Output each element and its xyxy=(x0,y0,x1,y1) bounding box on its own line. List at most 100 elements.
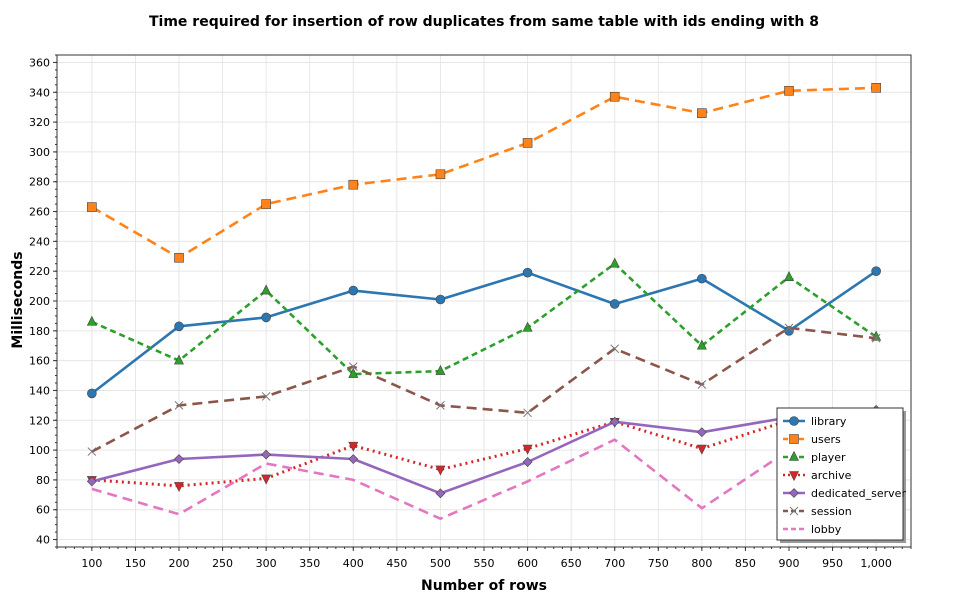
x-marker-stroke xyxy=(348,362,358,371)
legend-marker xyxy=(789,471,799,482)
data-point-player xyxy=(784,270,794,281)
x-tick-label: 600 xyxy=(517,557,538,570)
legend-item-session: session xyxy=(783,505,852,518)
y-tick-label: 80 xyxy=(36,474,50,487)
data-point-dedicated-server xyxy=(86,476,97,487)
x-tick-label: 500 xyxy=(430,557,451,570)
legend-item-users: users xyxy=(783,433,841,446)
x-tick-label: 150 xyxy=(125,557,146,570)
data-point-dedicated-server xyxy=(348,454,359,464)
x-axis-label: Number of rows xyxy=(421,578,547,594)
x-tick-label: 450 xyxy=(386,557,407,570)
y-tick-label: 200 xyxy=(29,295,50,308)
series-lobby xyxy=(91,423,877,521)
legend-label: archive xyxy=(811,469,852,482)
x-tick-label: 350 xyxy=(299,557,320,570)
legend-item-dedicated-server: dedicated_server xyxy=(783,487,906,500)
x-tick-label: 800 xyxy=(691,557,712,570)
grid-lines xyxy=(57,55,911,547)
x-marker-stroke xyxy=(174,401,184,410)
data-point-session xyxy=(784,323,794,333)
axes: 40 60 80 100 120 140 160 180 200 220 240 260 280 300 3… xyxy=(29,54,912,570)
data-point-dedicated-server xyxy=(609,416,620,427)
x-marker-stroke xyxy=(697,380,707,389)
x-marker-stroke xyxy=(436,401,445,410)
y-tick-label: 280 xyxy=(29,176,50,189)
y-axis-label: Milliseconds xyxy=(10,251,26,348)
data-point-users xyxy=(697,108,707,118)
series-users xyxy=(87,83,881,263)
x-marker-stroke xyxy=(261,392,271,401)
series-line-dedicated-server xyxy=(91,408,877,495)
data-point-archive xyxy=(696,444,707,455)
series-line-player xyxy=(91,262,877,376)
data-point-users xyxy=(609,91,620,102)
data-point-library xyxy=(261,312,271,323)
x-tick-label: 750 xyxy=(648,557,669,570)
data-point-users xyxy=(261,199,271,209)
y-tick-label: 320 xyxy=(29,116,50,129)
data-point-archive xyxy=(435,465,446,476)
data-point-player xyxy=(174,354,184,365)
data-point-library xyxy=(609,299,620,309)
data-point-archive xyxy=(174,482,184,493)
data-point-dedicated-server xyxy=(435,488,446,499)
data-point-player xyxy=(348,367,359,378)
x-tick-label: 100 xyxy=(81,557,102,570)
data-point-session xyxy=(348,362,358,371)
y-tick-label: 40 xyxy=(36,534,50,547)
x-marker-stroke xyxy=(784,323,794,333)
series-line-session xyxy=(91,326,877,453)
data-point-dedicated-server xyxy=(174,454,184,464)
data-point-session xyxy=(523,408,532,418)
data-point-users xyxy=(871,83,881,93)
data-point-library xyxy=(435,294,446,305)
x-tick-label: 200 xyxy=(169,557,190,570)
y-tick-label: 180 xyxy=(29,325,50,338)
data-point-archive xyxy=(522,444,533,455)
data-point-library xyxy=(871,266,881,276)
data-point-archive xyxy=(348,441,359,452)
chart-title: Time required for insertion of row dupli… xyxy=(149,14,819,30)
series-line-archive xyxy=(91,415,877,488)
legend-label: users xyxy=(811,433,841,446)
data-point-session xyxy=(436,401,445,410)
data-point-player xyxy=(261,284,272,295)
legend-marker xyxy=(789,450,799,461)
x-tick-label: 950 xyxy=(822,557,843,570)
data-point-dedicated-server xyxy=(522,457,533,467)
data-point-player xyxy=(435,364,446,375)
data-point-library xyxy=(348,285,359,296)
y-tick-label: 120 xyxy=(29,414,50,427)
x-marker-stroke xyxy=(789,506,799,516)
x-marker-stroke xyxy=(523,408,532,418)
legend-marker xyxy=(789,416,799,426)
x-tick-label: 550 xyxy=(474,557,495,570)
x-marker-stroke xyxy=(610,344,620,354)
y-tick-label: 60 xyxy=(36,504,50,517)
y-tick-label: 220 xyxy=(29,265,50,278)
y-tick-label: 160 xyxy=(29,355,50,368)
series-line-users xyxy=(91,86,877,260)
legend-marker xyxy=(789,434,799,444)
y-tick-label: 300 xyxy=(29,146,50,159)
x-tick-label: 850 xyxy=(735,557,756,570)
data-point-users xyxy=(435,169,446,180)
y-tick-label: 360 xyxy=(29,56,50,69)
data-point-session xyxy=(610,344,620,354)
legend-label: library xyxy=(811,415,847,428)
data-point-player xyxy=(522,321,533,332)
legend-label: session xyxy=(811,505,852,518)
x-marker-stroke xyxy=(87,447,97,456)
data-point-users xyxy=(174,252,184,263)
y-tick-label: 100 xyxy=(29,444,50,457)
x-tick-label: 650 xyxy=(561,557,582,570)
data-point-session xyxy=(697,380,707,389)
data-point-session xyxy=(174,401,184,410)
x-tick-label: 700 xyxy=(604,557,625,570)
legend-label: player xyxy=(811,451,846,464)
legend-label: lobby xyxy=(811,523,842,536)
legend-item-player: player xyxy=(783,450,846,464)
y-tick-label: 340 xyxy=(29,86,50,99)
